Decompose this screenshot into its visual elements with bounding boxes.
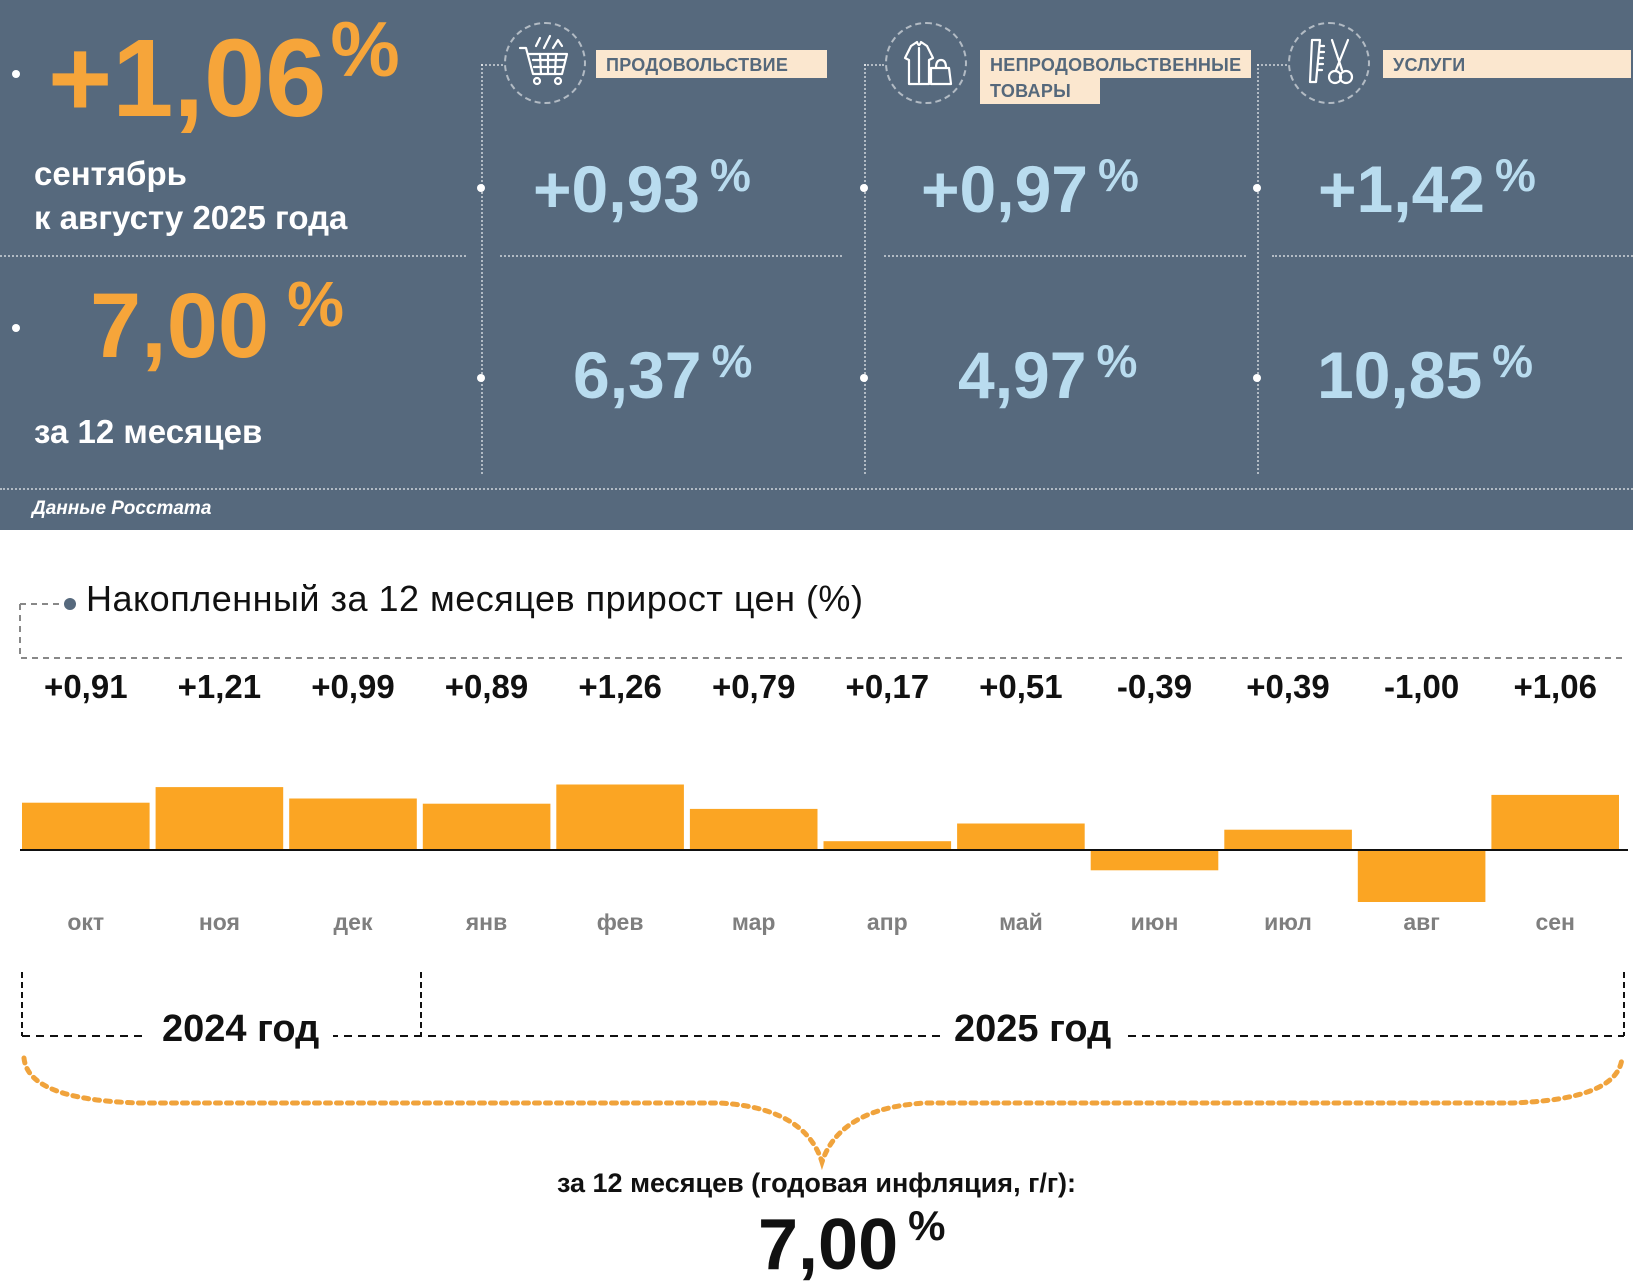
value-label-фев: +1,26: [578, 668, 662, 705]
connector-dot: [860, 184, 868, 192]
connector-dot: [860, 374, 868, 382]
percent-sign: %: [1096, 335, 1138, 387]
value-label-янв: +0,89: [445, 668, 529, 705]
value-label-дек: +0,99: [311, 668, 395, 705]
bar-фев: [556, 784, 684, 850]
monthly-label-line2: к августу 2025 года: [34, 199, 348, 236]
category-label-nonfood: НЕПРОДОВОЛЬСТВЕННЫЕ: [980, 50, 1252, 78]
percent-sign: %: [330, 5, 400, 93]
value-label-июл: +0,39: [1246, 668, 1330, 705]
month-label-окт: окт: [67, 909, 104, 935]
divider: [1272, 255, 1633, 257]
bar-мар: [689, 808, 818, 850]
monthly-label: сентябрь к августу 2025 года: [34, 152, 347, 240]
month-label-сен: сен: [1535, 909, 1574, 935]
connector-dot: [477, 374, 485, 382]
source-note: Данные Росстата: [32, 498, 212, 519]
value-label-мар: +0,79: [712, 668, 796, 705]
value-label-апр: +0,17: [846, 668, 930, 705]
connector-dot: [477, 184, 485, 192]
monthly-inflation-value: +1,06%: [48, 5, 400, 140]
percent-sign: %: [1492, 335, 1534, 387]
column-divider: [1257, 64, 1259, 474]
services-monthly-value: +1,42%: [1318, 149, 1536, 226]
annual-label: за 12 месяцев: [34, 413, 263, 450]
month-label-фев: фев: [597, 909, 644, 935]
divider: [884, 255, 1246, 257]
month-label-ноя: ноя: [199, 909, 240, 935]
percent-sign: %: [908, 1202, 946, 1249]
year-label-2024: 2024 год: [148, 1008, 334, 1051]
bar-апр: [823, 841, 952, 850]
value-label-сен: +1,06: [1513, 668, 1597, 705]
bar-июл: [1224, 829, 1352, 850]
bar-июн: [1090, 850, 1219, 871]
value-label-июн: -0,39: [1117, 668, 1192, 705]
column-divider: [481, 64, 483, 474]
nonfood-monthly-value: +0,97%: [921, 149, 1139, 226]
connector-line: [1257, 64, 1287, 66]
bar-сен: [1491, 794, 1619, 850]
nonfood-icon-circle: [885, 22, 967, 104]
chart-title: Накопленный за 12 месяцев прирост цен (%…: [86, 578, 864, 619]
connector-line: [481, 64, 503, 66]
panel-bottom-divider: [0, 488, 1633, 490]
month-label-дек: дек: [334, 909, 373, 935]
comb-scissors-icon: [1308, 38, 1354, 85]
connector-dot: [1253, 374, 1261, 382]
year-label-2025: 2025 год: [940, 1008, 1126, 1051]
bar-май: [957, 823, 1085, 850]
month-label-апр: апр: [867, 909, 908, 935]
category-label-services: УСЛУГИ: [1383, 50, 1631, 78]
month-label-авг: авг: [1403, 909, 1440, 935]
percent-sign: %: [711, 335, 753, 387]
column-divider: [864, 64, 866, 474]
divider: [500, 255, 842, 257]
monthly-label-line1: сентябрь: [34, 155, 187, 192]
value-label-май: +0,51: [979, 668, 1063, 705]
connector-dot: [12, 70, 20, 78]
percent-sign: %: [287, 268, 344, 340]
annual-inflation-value: 7,00%: [90, 268, 344, 377]
percent-sign: %: [710, 149, 751, 201]
percent-sign: %: [1495, 149, 1536, 201]
category-label-nonfood-line2: ТОВАРЫ: [980, 76, 1100, 104]
total-caption: за 12 месяцев (годовая инфляция, г/г):: [556, 1168, 1077, 1198]
bar-дек: [289, 798, 417, 850]
bar-окт: [22, 802, 150, 850]
food-annual-value: 6,37%: [573, 335, 753, 412]
bar-янв: [422, 803, 551, 850]
month-label-янв: янв: [465, 909, 507, 935]
percent-sign: %: [1098, 149, 1139, 201]
connector-dot: [1253, 184, 1261, 192]
month-label-июл: июл: [1264, 909, 1312, 935]
connector-line: [864, 64, 884, 66]
value-label-авг: -1,00: [1384, 668, 1459, 705]
services-annual-value: 10,85%: [1317, 335, 1534, 412]
bar-авг: [1357, 850, 1486, 902]
services-icon-circle: [1288, 22, 1370, 104]
month-label-июн: июн: [1131, 909, 1179, 935]
clothing-bag-icon: [903, 40, 953, 86]
value-label-ноя: +1,21: [178, 668, 262, 705]
shopping-cart-icon: [518, 34, 569, 86]
category-label-food: ПРОДОВОЛЬСТВИЕ: [596, 50, 827, 78]
month-label-мар: мар: [732, 909, 776, 935]
summary-panel: +1,06% сентябрь к августу 2025 года 7,00…: [0, 0, 1633, 530]
total-inflation-value: 7,00%: [758, 1202, 946, 1285]
month-label-май: май: [999, 909, 1043, 935]
divider: [0, 255, 466, 257]
food-monthly-value: +0,93%: [533, 149, 751, 226]
nonfood-annual-value: 4,97%: [958, 335, 1138, 412]
food-icon-circle: [504, 22, 586, 104]
bar-ноя: [155, 787, 284, 850]
category-label-nonfood-line1: НЕПРОДОВОЛЬСТВЕННЫЕ: [990, 55, 1242, 75]
bar-chart: +0,91 окт +1,21 ноя +0,99 дек +0,89 янв +1,26 фев…: [20, 668, 1628, 935]
connector-dot: [12, 324, 20, 332]
value-label-окт: +0,91: [44, 668, 128, 705]
